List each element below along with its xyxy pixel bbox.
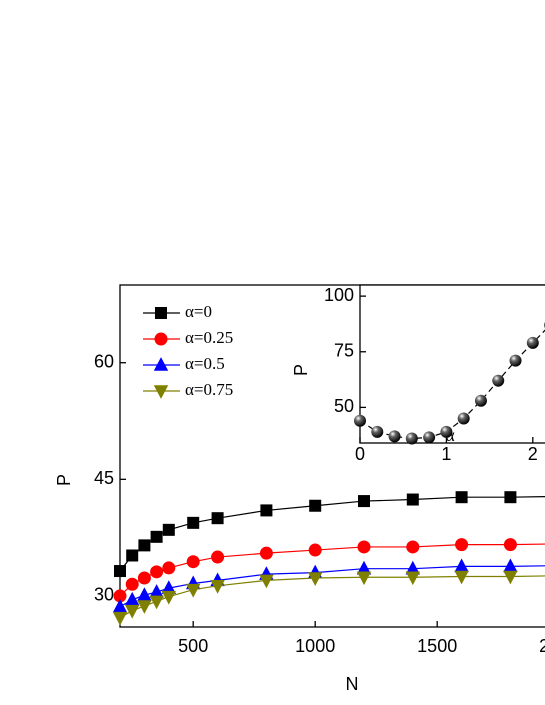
marker	[186, 555, 200, 569]
marker	[150, 530, 163, 543]
marker	[162, 561, 176, 575]
plot-root: 304560500100015002000NPα=0α=0.25α=0.5α=0…	[54, 284, 545, 694]
marker	[388, 430, 401, 443]
x-tick-label: 1500	[417, 636, 457, 656]
marker	[405, 432, 418, 445]
marker	[308, 572, 323, 586]
marker	[187, 516, 200, 529]
legend-label: α=0.25	[185, 328, 233, 347]
x-tick-label: 2	[528, 444, 538, 464]
marker	[405, 560, 420, 575]
marker	[138, 539, 151, 552]
legend-label: α=0.5	[185, 354, 225, 373]
marker	[509, 354, 522, 367]
marker	[125, 591, 140, 606]
marker	[260, 504, 273, 517]
y-axis-label: P	[291, 364, 311, 376]
marker	[149, 584, 164, 598]
x-axis-label: N	[346, 674, 359, 694]
marker	[259, 574, 274, 589]
x-tick-label: 0	[355, 444, 365, 464]
marker	[503, 558, 518, 573]
marker	[356, 571, 372, 586]
marker	[211, 550, 225, 564]
marker	[455, 491, 468, 504]
marker	[149, 595, 164, 610]
x-tick-label: 2000	[539, 636, 545, 656]
y-axis-label: P	[54, 474, 74, 486]
x-tick-label: 1	[441, 444, 451, 464]
marker	[454, 570, 469, 585]
marker	[211, 512, 224, 525]
marker	[137, 600, 152, 614]
marker	[405, 571, 420, 586]
y-tick-label: 60	[94, 351, 114, 371]
legend-marker	[153, 357, 169, 371]
y-tick-label: 100	[324, 285, 354, 305]
inset: 5075100012αP	[291, 284, 545, 464]
y-tick-label: 75	[334, 341, 354, 361]
marker	[137, 571, 151, 585]
marker	[358, 495, 370, 508]
legend-marker	[155, 307, 167, 319]
marker	[162, 523, 175, 536]
marker	[423, 431, 436, 444]
marker	[454, 558, 469, 573]
series-line	[119, 575, 545, 619]
marker	[210, 580, 225, 594]
marker	[440, 425, 453, 438]
series-line	[119, 565, 545, 608]
marker	[357, 540, 371, 554]
marker	[455, 538, 469, 552]
marker	[503, 538, 517, 552]
marker	[259, 546, 273, 560]
y-tick-label: 30	[94, 585, 114, 605]
marker	[474, 394, 487, 407]
legend-marker	[154, 332, 168, 346]
marker	[150, 565, 164, 579]
marker	[125, 577, 139, 591]
marker	[356, 560, 372, 575]
marker	[457, 412, 470, 425]
marker	[161, 590, 176, 605]
marker	[406, 493, 419, 506]
series-line	[119, 543, 545, 597]
y-tick-label: 45	[94, 468, 114, 488]
marker	[354, 414, 366, 427]
marker	[503, 570, 518, 585]
marker	[504, 491, 517, 504]
marker	[137, 587, 152, 601]
series-line	[119, 496, 545, 572]
marker	[309, 499, 322, 512]
x-tick-label: 500	[178, 636, 208, 656]
main-plot: 304560500100015002000NPα=0α=0.25α=0.5α=0…	[54, 284, 545, 694]
legend-label: α=0.75	[185, 380, 233, 399]
x-tick-label: 1000	[295, 636, 335, 656]
marker	[112, 611, 128, 626]
marker	[308, 543, 322, 557]
marker	[526, 336, 539, 349]
plot-frame	[359, 284, 545, 444]
marker	[492, 374, 505, 387]
marker	[186, 583, 201, 598]
marker	[371, 425, 384, 438]
y-tick-label: 50	[334, 396, 354, 416]
marker	[112, 598, 128, 613]
marker	[113, 589, 127, 603]
legend-marker	[153, 385, 169, 399]
marker	[406, 540, 420, 554]
marker	[125, 604, 140, 619]
marker	[114, 565, 126, 578]
marker	[126, 549, 139, 562]
marker	[161, 580, 176, 594]
legend-label: α=0	[185, 302, 212, 321]
